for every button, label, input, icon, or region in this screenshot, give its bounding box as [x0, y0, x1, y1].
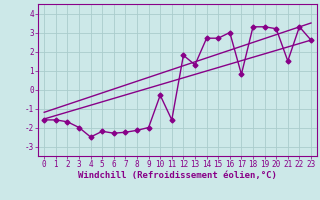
X-axis label: Windchill (Refroidissement éolien,°C): Windchill (Refroidissement éolien,°C): [78, 171, 277, 180]
